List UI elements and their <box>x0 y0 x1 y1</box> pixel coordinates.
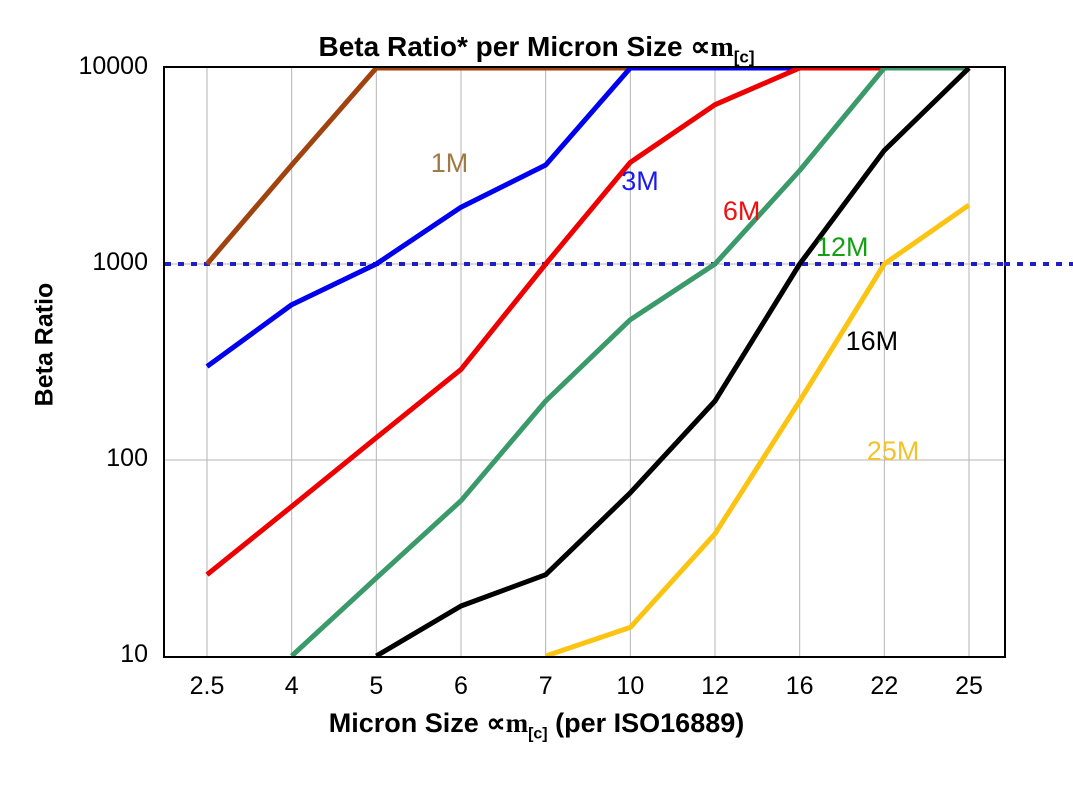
x-tick-label: 12 <box>701 672 729 700</box>
x-axis-title-part2: (per ISO16889) <box>547 708 745 738</box>
x-tick-label: 22 <box>870 672 899 700</box>
chart-title-main: Beta Ratio* per Micron Size <box>318 31 691 62</box>
y-tick-label: 1000 <box>92 248 148 276</box>
plot-canvas <box>165 68 1004 656</box>
x-tick-label: 25 <box>955 672 983 700</box>
x-tick-label: 10 <box>616 672 645 700</box>
x-tick-label: 16 <box>785 672 814 700</box>
reference-line-overhang <box>1004 262 1073 266</box>
x-tick-label: 2.5 <box>189 672 225 700</box>
series-line-25m <box>544 202 971 656</box>
series-label-3m: 3M <box>621 166 659 196</box>
x-tick-label: 5 <box>369 672 384 700</box>
series-label-16m: 16M <box>845 326 899 357</box>
series-label-1m: 1M <box>430 147 469 178</box>
series-line-6m <box>205 68 969 577</box>
y-tick-label: 10000 <box>78 52 148 80</box>
series-line-16m <box>375 68 971 656</box>
chart-title-micron-subscript: [c] <box>733 47 755 67</box>
series-line-1m <box>205 68 885 266</box>
x-axis-title-part1: Micron Size <box>328 708 487 738</box>
series-label-25m: 25M <box>866 435 920 466</box>
y-tick-label: 10 <box>120 640 148 668</box>
series-line-3m <box>205 68 969 369</box>
series-label-6m: 6M <box>722 196 761 227</box>
plot-area: 1M 3M 6M 12M 16M 25M <box>163 66 1006 658</box>
x-tick-label: 7 <box>538 672 553 700</box>
chart-title-micron-symbol: ∝m <box>690 32 734 63</box>
series-label-12m: 12M <box>816 232 869 263</box>
x-axis-title: Micron Size ∝m[c] (per ISO16889) <box>0 708 1073 743</box>
y-tick-label: 100 <box>106 444 148 472</box>
x-tick-label: 6 <box>454 672 468 700</box>
series-line-12m <box>290 68 969 656</box>
x-axis-micron-subscript: [c] <box>528 725 548 743</box>
chart-title: Beta Ratio* per Micron Size ∝m[c] <box>0 30 1073 68</box>
x-tick-label: 4 <box>284 672 299 700</box>
x-axis-micron-symbol: ∝m <box>486 708 529 738</box>
